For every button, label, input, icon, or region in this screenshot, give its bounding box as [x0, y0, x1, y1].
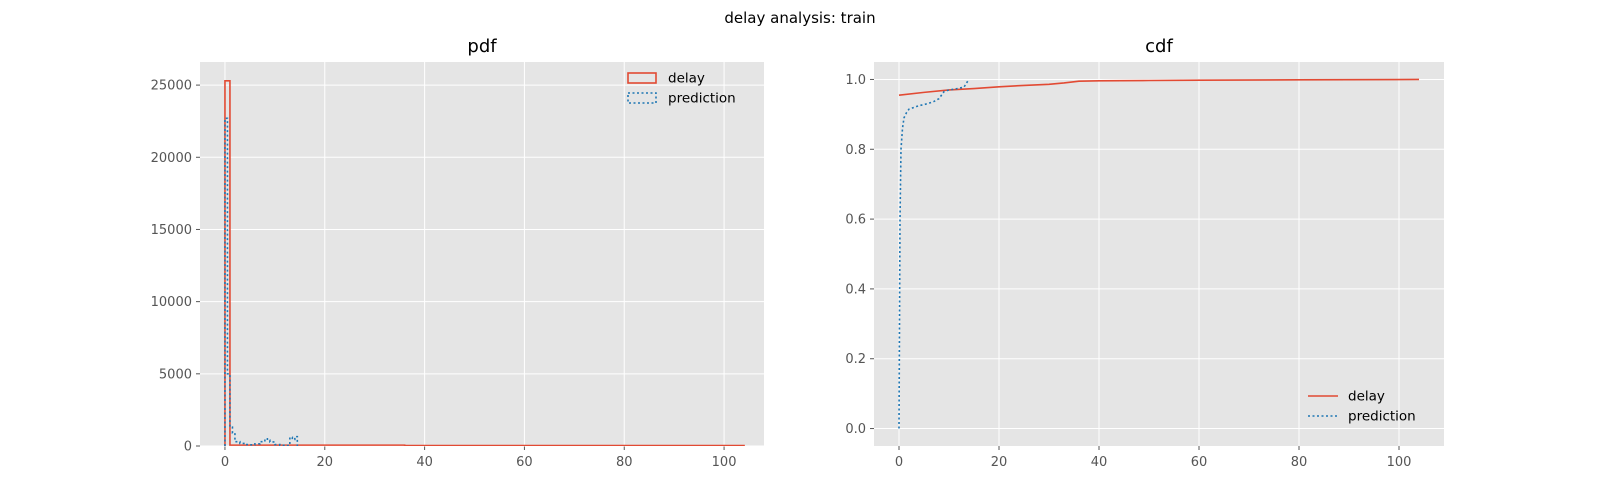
pdf-y-tick-label: 20000 [151, 151, 192, 166]
pdf-legend-handle-delay [627, 72, 657, 84]
cdf-y-tick-label: 0.4 [845, 282, 866, 297]
pdf-x-tick-label: 20 [317, 455, 334, 470]
pdf-series-prediction [224, 117, 299, 446]
pdf-legend-handle-prediction [627, 92, 657, 104]
cdf-x-tick-label: 40 [1091, 455, 1108, 470]
cdf-series-prediction [898, 78, 970, 429]
pdf-y-tick-label: 0 [184, 440, 192, 455]
pdf-plot: 0 20 40 60 80 100 0 5000 10000 15000 20000 25000 pdf… [151, 36, 764, 470]
cdf-x-tick-label: 60 [1191, 455, 1208, 470]
cdf-axes-background [874, 62, 1444, 446]
pdf-y-tick-label: 5000 [159, 367, 192, 382]
pdf-x-tick-label: 60 [516, 455, 533, 470]
cdf-x-tick-label: 0 [895, 455, 903, 470]
cdf-x-tick-label: 80 [1291, 455, 1308, 470]
cdf-y-tick-label: 0.6 [845, 213, 866, 228]
pdf-x-tick-label: 80 [616, 455, 633, 470]
cdf-x-tick-label: 100 [1387, 455, 1412, 470]
pdf-series-delay [224, 79, 745, 446]
pdf-legend-label-delay: delay [668, 71, 705, 87]
cdf-y-tick-label: 1.0 [845, 73, 866, 88]
pdf-y-tick-label: 10000 [151, 295, 192, 310]
pdf-y-tick-label: 25000 [151, 79, 192, 94]
pdf-axes-background [200, 62, 764, 446]
cdf-plot: 0 20 40 60 80 100 0.0 0.2 0.4 0.6 0.8 1.0 cdf delay pr… [845, 36, 1444, 470]
pdf-legend-label-prediction: prediction [668, 91, 736, 107]
cdf-y-tick-label: 0.2 [845, 352, 866, 367]
cdf-x-tick-label: 20 [991, 455, 1008, 470]
pdf-x-tick-label: 100 [712, 455, 737, 470]
pdf-title: pdf [467, 36, 497, 57]
pdf-x-tick-label: 0 [221, 455, 229, 470]
cdf-y-tick-label: 0.0 [845, 422, 866, 437]
cdf-legend-label-delay: delay [1348, 389, 1385, 405]
cdf-legend-label-prediction: prediction [1348, 409, 1416, 425]
cdf-y-tick-label: 0.8 [845, 143, 866, 158]
pdf-x-tick-label: 40 [416, 455, 433, 470]
figure-title: delay analysis: train [724, 9, 875, 27]
cdf-title: cdf [1145, 36, 1173, 57]
pdf-y-tick-label: 15000 [151, 223, 192, 238]
